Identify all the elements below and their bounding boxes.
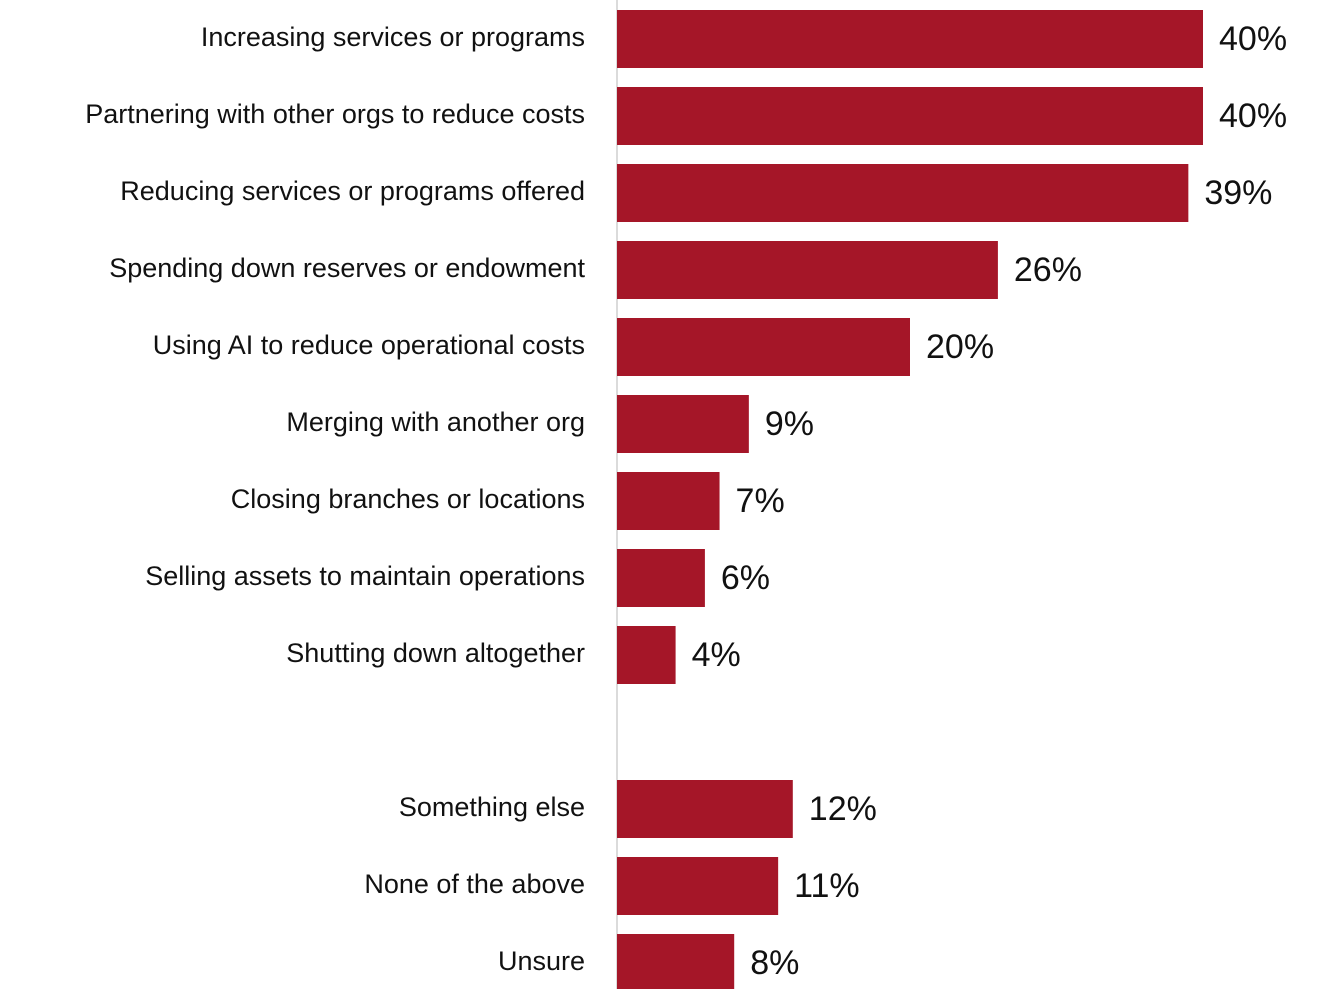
category-label: Merging with another org — [286, 407, 585, 437]
bar — [617, 472, 720, 530]
category-label: Shutting down altogether — [286, 638, 585, 668]
category-label: Unsure — [498, 946, 585, 976]
value-label: 8% — [750, 944, 799, 982]
category-label: Partnering with other orgs to reduce cos… — [85, 99, 585, 129]
bars-group: Increasing services or programs 40% Partne… — [85, 10, 1287, 992]
value-label: 40% — [1219, 20, 1287, 58]
value-label: 12% — [809, 790, 877, 828]
bar — [617, 780, 793, 838]
category-label: Using AI to reduce operational costs — [153, 330, 585, 360]
category-label: Spending down reserves or endowment — [109, 253, 585, 283]
category-label: Selling assets to maintain operations — [145, 561, 585, 591]
bar — [617, 395, 749, 453]
value-label: 26% — [1014, 251, 1082, 289]
bar — [617, 241, 998, 299]
value-label: 4% — [692, 636, 741, 674]
bar — [617, 934, 735, 992]
value-label: 9% — [765, 405, 814, 443]
category-label: Reducing services or programs offered — [120, 176, 585, 206]
bar — [617, 10, 1203, 68]
value-label: 7% — [736, 482, 785, 520]
category-label: Increasing services or programs — [201, 22, 585, 52]
bar — [617, 857, 779, 915]
category-label: Something else — [399, 792, 585, 822]
bar — [617, 318, 910, 376]
value-label: 20% — [926, 328, 994, 366]
value-label: 40% — [1219, 97, 1287, 135]
value-label: 11% — [794, 867, 860, 905]
value-label: 6% — [721, 559, 770, 597]
bar — [617, 164, 1189, 222]
category-label: Closing branches or locations — [231, 484, 585, 514]
bar — [617, 549, 705, 607]
category-label: None of the above — [364, 869, 585, 899]
value-label: 39% — [1204, 174, 1272, 212]
bar — [617, 87, 1203, 145]
bar — [617, 626, 676, 684]
